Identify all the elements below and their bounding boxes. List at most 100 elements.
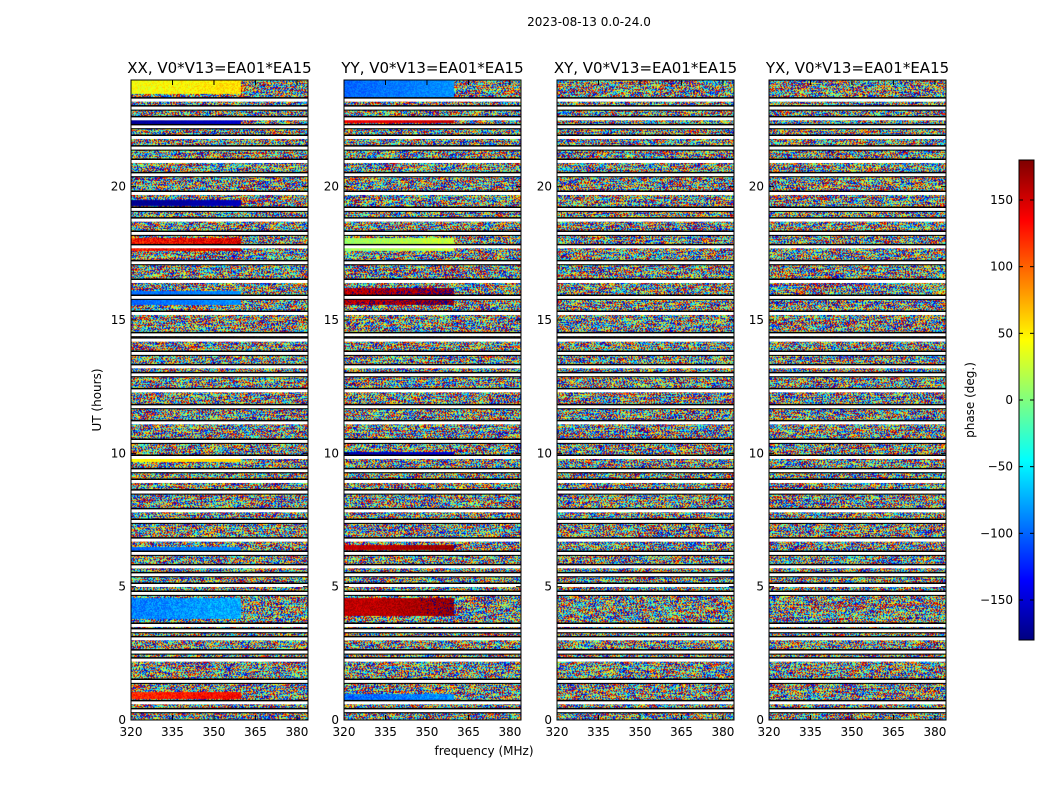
flagged-row	[557, 146, 734, 150]
colorbar-slice	[1019, 443, 1034, 445]
colorbar-slice	[1019, 389, 1034, 391]
colorbar-slice	[1019, 368, 1034, 370]
x-tick-label: 365	[244, 725, 267, 739]
colorbar-slice	[1019, 372, 1034, 374]
panel-frame	[130, 79, 309, 721]
colorbar-slice	[1019, 426, 1034, 428]
colorbar-slice	[1019, 540, 1034, 542]
colorbar-slice	[1019, 626, 1034, 628]
flagged-row	[344, 551, 521, 555]
colorbar-slice	[1019, 352, 1034, 354]
colorbar-slice	[1019, 613, 1034, 615]
x-tick-label: 335	[799, 725, 822, 739]
flagged-row	[769, 98, 946, 102]
colorbar-slice	[1019, 363, 1034, 365]
colorbar-slice	[1019, 564, 1034, 566]
flagged-row	[769, 701, 946, 705]
colorbar-slice	[1019, 567, 1034, 569]
flagged-row	[769, 106, 946, 110]
colorbar-slice	[1019, 193, 1034, 195]
colorbar-slice	[1019, 559, 1034, 561]
colorbar-slice	[1019, 289, 1034, 291]
colorbar-slice	[1019, 576, 1034, 578]
colorbar-slice	[1019, 529, 1034, 531]
colorbar-slice	[1019, 500, 1034, 502]
flagged-row	[131, 455, 308, 459]
colorbar-slice	[1019, 223, 1034, 225]
colorbar-slice	[1019, 548, 1034, 550]
colorbar-slice	[1019, 168, 1034, 170]
colorbar-slice	[1019, 303, 1034, 305]
flagged-row	[131, 565, 308, 569]
flagged-row	[131, 373, 308, 377]
flagged-row	[131, 551, 308, 555]
colorbar-slice	[1019, 407, 1034, 409]
colorbar-slice	[1019, 214, 1034, 216]
flagged-row	[131, 106, 308, 110]
colorbar-slice	[1019, 187, 1034, 189]
colorbar-slice	[1019, 399, 1034, 401]
colorbar-slice	[1019, 375, 1034, 377]
colorbar-slice	[1019, 638, 1034, 640]
colorbar-slice	[1019, 520, 1034, 522]
colorbar-slice	[1019, 591, 1034, 593]
colorbar-slice	[1019, 185, 1034, 187]
colorbar-slice	[1019, 555, 1034, 557]
colorbar-slice	[1019, 319, 1034, 321]
colorbar-slice	[1019, 485, 1034, 487]
colorbar-slice	[1019, 225, 1034, 227]
colorbar-slice	[1019, 574, 1034, 576]
flagged-row	[344, 173, 521, 177]
flagged-row	[131, 679, 308, 683]
y-tick-label: 0	[331, 713, 339, 727]
colorbar-slice	[1019, 408, 1034, 410]
y-tick-label: 0	[118, 713, 126, 727]
flagged-row	[769, 125, 946, 129]
colorbar-slice	[1019, 503, 1034, 505]
flagged-row	[131, 173, 308, 177]
flagged-row	[131, 421, 308, 425]
colorbar-slice	[1019, 602, 1034, 604]
colorbar-slice	[1019, 297, 1034, 299]
colorbar-slice	[1019, 502, 1034, 504]
colorbar-slice	[1019, 416, 1034, 418]
flagged-row	[557, 295, 734, 299]
flagged-row	[344, 279, 521, 283]
colorbar-slice	[1019, 582, 1034, 584]
colorbar-slice	[1019, 491, 1034, 493]
colorbar-slice	[1019, 488, 1034, 490]
colorbar-slice	[1019, 393, 1034, 395]
flagged-row	[131, 351, 308, 355]
colorbar-slice	[1019, 392, 1034, 394]
colorbar-slice	[1019, 524, 1034, 526]
colorbar-slice	[1019, 184, 1034, 186]
colorbar-slice	[1019, 601, 1034, 603]
colorbar-slice	[1019, 400, 1034, 402]
colorbar-slice	[1019, 244, 1034, 246]
colorbar-slice	[1019, 371, 1034, 373]
colorbar-slice	[1019, 396, 1034, 398]
flagged-row	[557, 106, 734, 110]
colorbar-slice	[1019, 309, 1034, 311]
colorbar-slice	[1019, 300, 1034, 302]
colorbar-slice	[1019, 472, 1034, 474]
colorbar-slice	[1019, 557, 1034, 559]
y-tick-label: 10	[749, 446, 764, 460]
colorbar-slice	[1019, 634, 1034, 636]
colorbar-slice	[1019, 236, 1034, 238]
colorbar-slice	[1019, 595, 1034, 597]
flagged-row	[131, 333, 308, 337]
colorbar-slice	[1019, 453, 1034, 455]
colorbar-slice	[1019, 565, 1034, 567]
flagged-row	[344, 245, 521, 249]
colorbar-slice	[1019, 430, 1034, 432]
colorbar-slice	[1019, 429, 1034, 431]
colorbar-slice	[1019, 599, 1034, 601]
flagged-row	[769, 421, 946, 425]
flagged-row	[344, 207, 521, 211]
flagged-row	[344, 709, 521, 713]
flagged-row	[557, 701, 734, 705]
colorbar-slice	[1019, 484, 1034, 486]
colorbar-slice	[1019, 544, 1034, 546]
flagged-row	[131, 279, 308, 283]
